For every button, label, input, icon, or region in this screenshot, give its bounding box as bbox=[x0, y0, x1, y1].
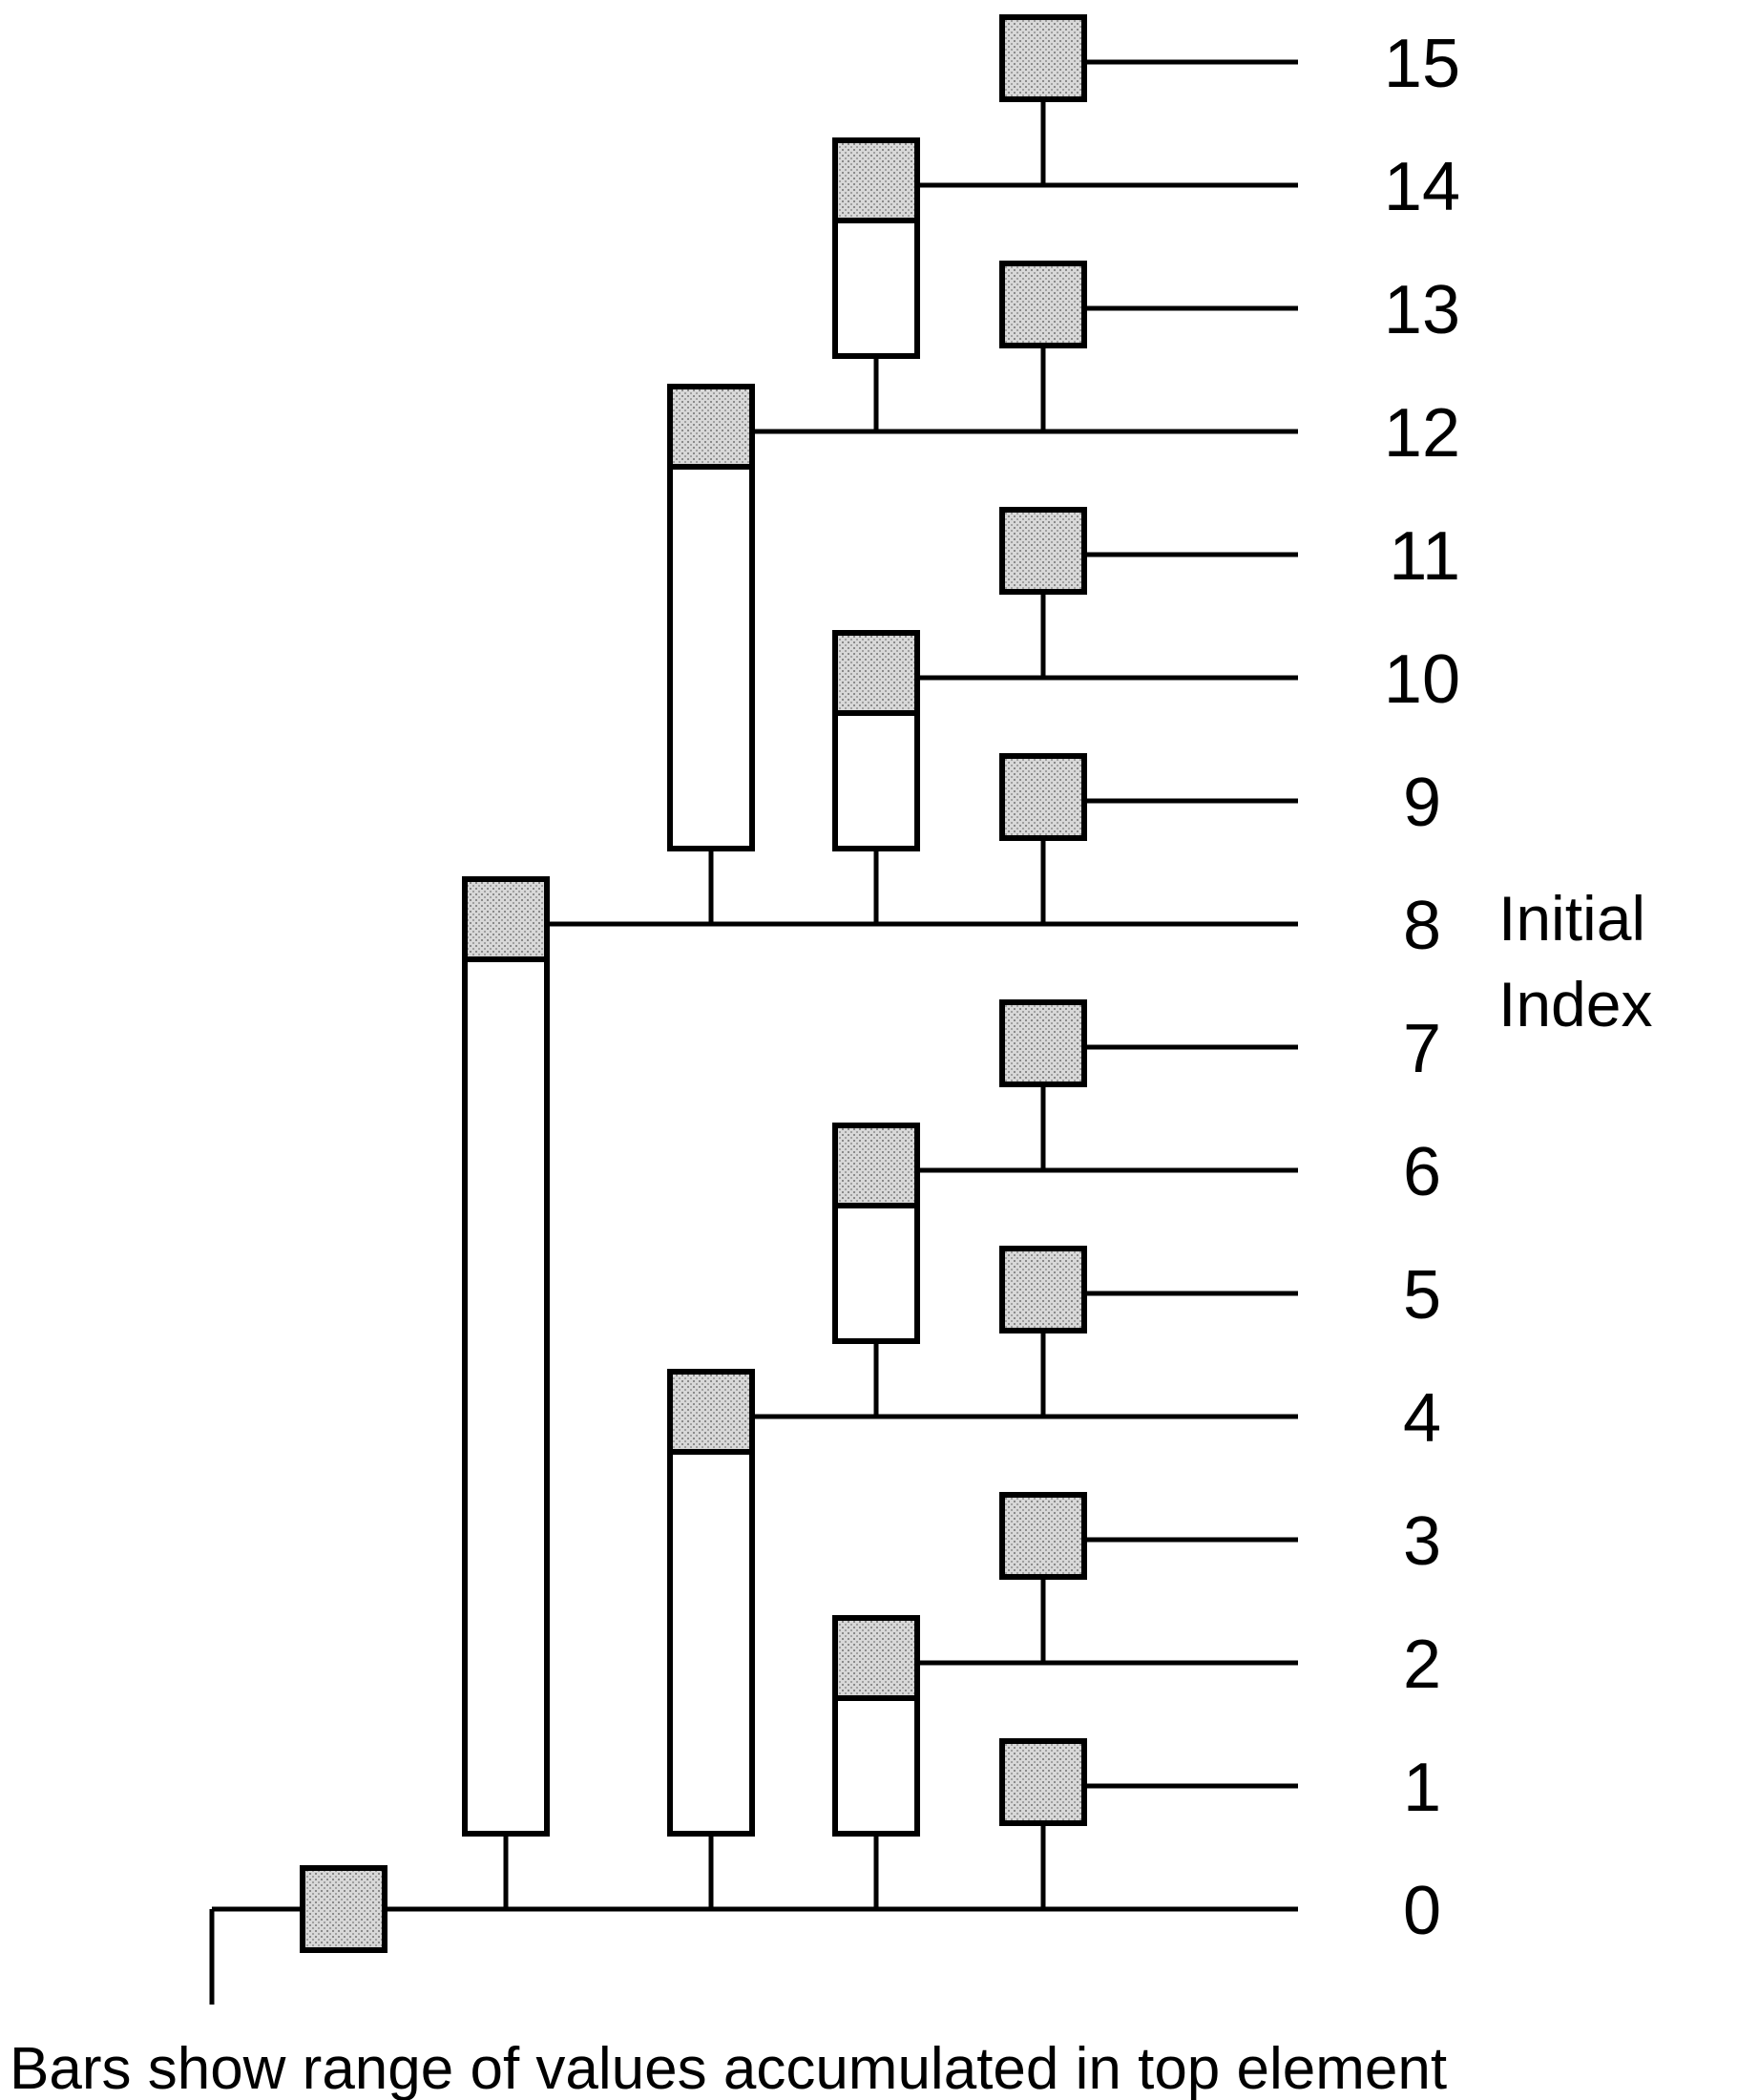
cell-1 bbox=[999, 1738, 1087, 1826]
index-label-8: 8 bbox=[1403, 888, 1441, 964]
index-label-10: 10 bbox=[1384, 641, 1460, 718]
cell-5 bbox=[999, 1246, 1087, 1334]
index-label-12: 12 bbox=[1384, 395, 1460, 472]
index-label-15: 15 bbox=[1384, 26, 1460, 102]
cell-12 bbox=[667, 384, 755, 470]
index-label-3: 3 bbox=[1403, 1503, 1441, 1580]
cell-9 bbox=[999, 753, 1087, 841]
stippled-cells bbox=[300, 14, 1087, 1953]
index-labels: 0 1 2 3 4 5 6 7 8 9 10 11 12 13 14 15 bbox=[1384, 26, 1460, 1949]
cell-10 bbox=[832, 630, 920, 716]
cell-4 bbox=[667, 1369, 755, 1455]
tree-wires bbox=[209, 59, 1298, 2005]
index-label-5: 5 bbox=[1403, 1257, 1441, 1334]
index-label-1: 1 bbox=[1403, 1750, 1441, 1826]
cell-14 bbox=[832, 137, 920, 223]
bar-8 bbox=[462, 876, 550, 1837]
index-label-11: 11 bbox=[1389, 518, 1460, 595]
cell-3 bbox=[999, 1492, 1087, 1580]
index-label-2: 2 bbox=[1403, 1627, 1441, 1703]
index-label-7: 7 bbox=[1403, 1011, 1441, 1087]
axis-title-initial: Initial bbox=[1498, 883, 1645, 954]
index-label-9: 9 bbox=[1403, 765, 1441, 841]
cell-15 bbox=[999, 14, 1087, 102]
index-label-13: 13 bbox=[1384, 272, 1460, 348]
cell-11 bbox=[999, 507, 1087, 595]
cell-13 bbox=[999, 261, 1087, 348]
cell-8 bbox=[462, 876, 550, 962]
cell-2 bbox=[832, 1615, 920, 1701]
index-label-6: 6 bbox=[1403, 1134, 1441, 1210]
index-label-0: 0 bbox=[1403, 1873, 1441, 1949]
index-label-14: 14 bbox=[1384, 149, 1460, 225]
cell-6 bbox=[832, 1123, 920, 1208]
cell-root bbox=[300, 1865, 387, 1953]
index-label-4: 4 bbox=[1403, 1380, 1441, 1457]
cell-7 bbox=[999, 999, 1087, 1087]
caption: Bars show range of values accumulated in… bbox=[10, 2036, 1447, 2100]
axis-title-index: Index bbox=[1498, 969, 1652, 1040]
